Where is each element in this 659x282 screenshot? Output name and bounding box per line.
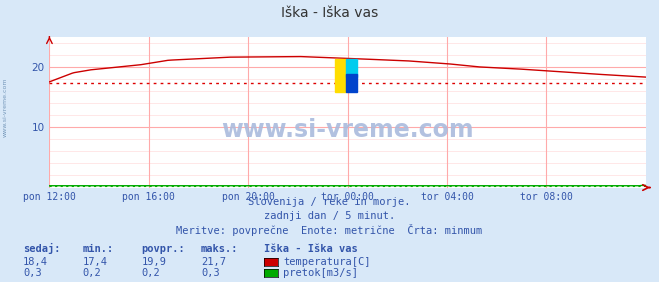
Text: sedaj:: sedaj:	[23, 243, 61, 254]
Text: 0,2: 0,2	[82, 268, 101, 278]
Text: povpr.:: povpr.:	[142, 244, 185, 254]
Bar	[346, 59, 357, 77]
Text: 18,4: 18,4	[23, 257, 48, 267]
Text: maks.:: maks.:	[201, 244, 239, 254]
Text: 0,3: 0,3	[201, 268, 219, 278]
Text: temperatura[C]: temperatura[C]	[283, 257, 371, 267]
Bar	[346, 74, 357, 92]
Text: 0,3: 0,3	[23, 268, 42, 278]
Text: Iška - Iška vas: Iška - Iška vas	[264, 244, 357, 254]
Text: 19,9: 19,9	[142, 257, 167, 267]
Text: 0,2: 0,2	[142, 268, 160, 278]
Text: Meritve: povprečne  Enote: metrične  Črta: minmum: Meritve: povprečne Enote: metrične Črta:…	[177, 224, 482, 236]
Text: Slovenija / reke in morje.: Slovenija / reke in morje.	[248, 197, 411, 207]
Bar	[335, 59, 346, 92]
Text: 17,4: 17,4	[82, 257, 107, 267]
Text: min.:: min.:	[82, 244, 113, 254]
Text: www.si-vreme.com: www.si-vreme.com	[3, 78, 8, 137]
Text: pretok[m3/s]: pretok[m3/s]	[283, 268, 358, 278]
Text: zadnji dan / 5 minut.: zadnji dan / 5 minut.	[264, 211, 395, 221]
Text: Iška - Iška vas: Iška - Iška vas	[281, 6, 378, 20]
Text: 21,7: 21,7	[201, 257, 226, 267]
Text: www.si-vreme.com: www.si-vreme.com	[221, 118, 474, 142]
